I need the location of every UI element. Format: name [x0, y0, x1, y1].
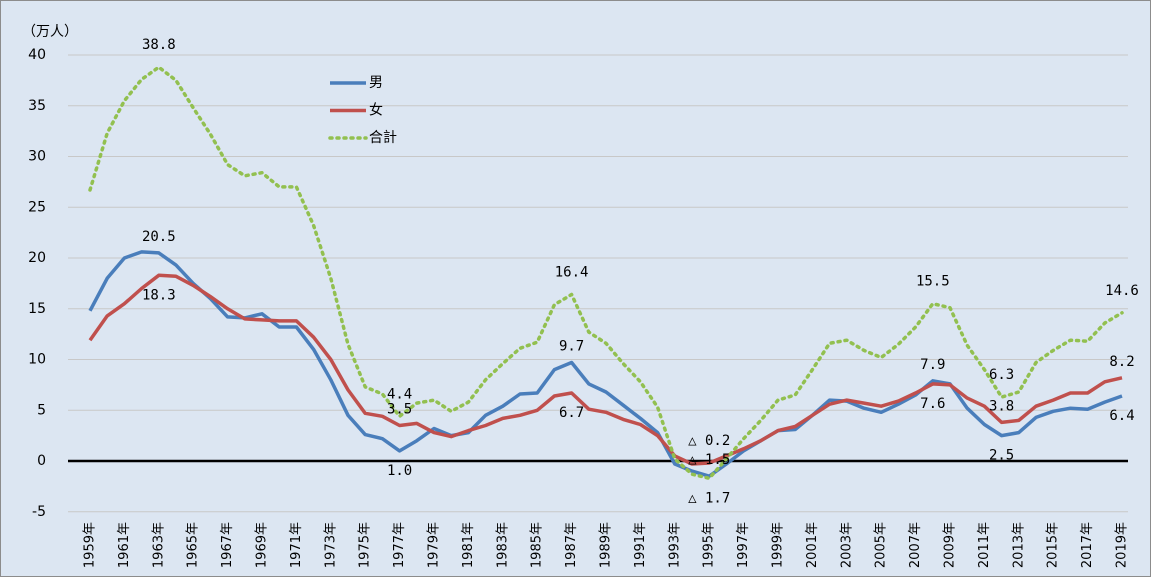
- data-label: 7.9: [920, 357, 945, 373]
- x-tick-label: 1969年: [255, 522, 270, 568]
- x-tick-label: 1977年: [392, 522, 407, 568]
- data-label: 3.5: [387, 401, 412, 417]
- data-label: 38.8: [142, 37, 176, 53]
- data-label: 16.4: [555, 265, 589, 281]
- x-tick-label: 2007年: [908, 522, 923, 568]
- x-tick-label: 1963年: [151, 522, 166, 568]
- x-tick-label: 1997年: [736, 522, 751, 568]
- x-tick-label: 1991年: [633, 522, 648, 568]
- x-tick-label: 1971年: [289, 522, 304, 568]
- x-tick-label: 2011年: [977, 522, 992, 568]
- data-label: 6.4: [1109, 408, 1134, 424]
- y-tick-label: 15: [28, 301, 46, 317]
- legend-label: 合計: [369, 130, 397, 146]
- data-label: 15.5: [916, 274, 950, 290]
- x-tick-label: 1965年: [186, 522, 201, 568]
- x-tick-label: 2017年: [1080, 522, 1095, 568]
- x-tick-label: 1981年: [461, 522, 476, 568]
- legend-label: 男: [369, 75, 383, 91]
- x-tick-label: 1993年: [667, 522, 682, 568]
- data-label: 18.3: [142, 287, 176, 303]
- data-label: △ 0.2: [688, 433, 730, 449]
- data-label: 3.8: [989, 398, 1014, 414]
- data-label: 4.4: [387, 386, 412, 402]
- legend-label: 女: [369, 102, 383, 119]
- y-axis-label: （万人）: [22, 24, 78, 40]
- data-label: 14.6: [1105, 283, 1139, 299]
- x-tick-label: 1999年: [771, 522, 786, 568]
- x-tick-label: 1983年: [495, 522, 510, 568]
- data-label: 2.5: [989, 448, 1014, 464]
- data-label: 1.0: [387, 463, 412, 479]
- x-tick-label: 1995年: [702, 522, 717, 568]
- data-label: 20.5: [142, 229, 176, 245]
- x-tick-label: 1961年: [117, 522, 132, 568]
- x-tick-label: 2001年: [805, 522, 820, 568]
- y-tick-label: -5: [32, 504, 46, 520]
- data-label: △ 1.7: [688, 490, 730, 506]
- data-label: 6.3: [989, 367, 1014, 383]
- y-tick-label: 0: [37, 453, 46, 469]
- y-tick-label: 30: [28, 149, 46, 165]
- y-tick-label: 35: [28, 98, 46, 114]
- x-tick-label: 1959年: [83, 522, 98, 568]
- x-tick-label: 2003年: [839, 522, 854, 568]
- x-tick-label: 2009年: [943, 522, 958, 568]
- y-tick-label: 20: [28, 250, 46, 266]
- x-tick-label: 1973年: [323, 522, 338, 568]
- x-tick-label: 2005年: [874, 522, 889, 568]
- data-label: 8.2: [1109, 354, 1134, 370]
- data-label: △ 1.5: [688, 452, 730, 468]
- x-tick-label: 1979年: [427, 522, 442, 568]
- x-tick-label: 2015年: [1046, 522, 1061, 568]
- x-tick-label: 1987年: [564, 522, 579, 568]
- data-label: 6.7: [559, 405, 584, 421]
- x-tick-label: 2019年: [1115, 522, 1130, 568]
- series-line: [88, 273, 1123, 466]
- y-tick-label: 5: [37, 402, 46, 418]
- series-line: [88, 65, 1124, 481]
- x-tick-label: 1975年: [358, 522, 373, 568]
- x-tick-label: 1989年: [599, 522, 614, 568]
- y-tick-label: 10: [28, 352, 46, 368]
- x-tick-label: 2013年: [1011, 522, 1026, 568]
- y-tick-label: 25: [28, 199, 46, 215]
- x-tick-label: 1967年: [220, 522, 235, 568]
- data-label: 9.7: [559, 339, 584, 355]
- y-tick-label: 40: [28, 47, 46, 63]
- data-label: 7.6: [920, 396, 945, 412]
- x-tick-label: 1985年: [530, 522, 545, 568]
